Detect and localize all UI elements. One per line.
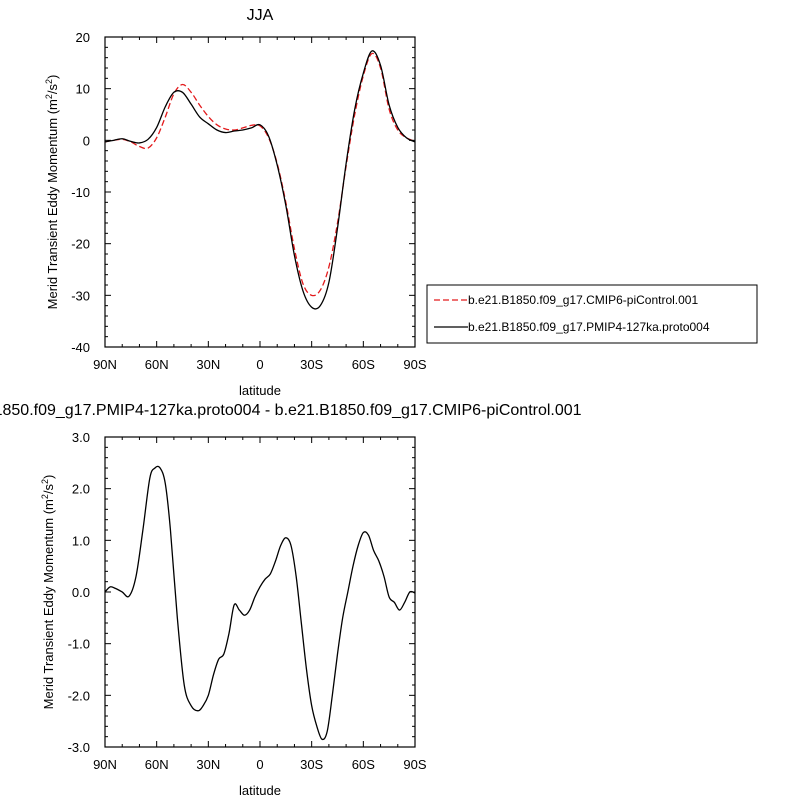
y-tick-label: -2.0 xyxy=(68,688,90,703)
y-tick-label: -20 xyxy=(71,237,90,252)
series-line-difference xyxy=(104,465,416,741)
bottom-series-lines xyxy=(104,465,416,741)
x-tick-label: 60N xyxy=(145,357,169,372)
top-y-tick-labels: -40 -30 -20 -10 0 10 20 xyxy=(71,30,90,355)
y-tick-label: -3.0 xyxy=(68,740,90,755)
top-plot-frame xyxy=(104,36,416,348)
y-tick-label: 2.0 xyxy=(72,482,90,497)
x-tick-label: 90S xyxy=(403,757,426,772)
y-tick-label: 0.0 xyxy=(72,585,90,600)
bottom-chart-title: b.e21.B1850.f09_g17.PMIP4-127ka.proto004… xyxy=(0,402,582,419)
x-tick-label: 0 xyxy=(256,357,263,372)
x-tick-label: 60S xyxy=(352,357,375,372)
top-y-axis-label: Merid Transient Eddy Momentum (m2/s2) xyxy=(44,75,60,310)
top-x-axis-label: latitude xyxy=(239,383,281,398)
bottom-x-axis-label: latitude xyxy=(239,783,281,798)
series-line-127ka xyxy=(104,50,416,310)
bottom-plot-frame xyxy=(104,436,416,748)
top-panel: JJA 90N 60N 30N 0 30S 60S 90S -40 -30 -20 -10 0 10 2… xyxy=(44,7,758,398)
x-tick-label: 60S xyxy=(352,757,375,772)
bottom-axis-ticks xyxy=(104,436,416,748)
bottom-x-tick-labels: 90N 60N 30N 0 30S 60S 90S xyxy=(93,757,427,772)
x-tick-label: 60N xyxy=(145,757,169,772)
legend-label-picontrol: b.e21.B1850.f09_g17.CMIP6-piControl.001 xyxy=(468,293,698,307)
series-line-picontrol xyxy=(104,52,416,297)
y-tick-label: 0 xyxy=(83,133,90,148)
y-tick-label: 3.0 xyxy=(72,430,90,445)
x-tick-label: 30N xyxy=(196,757,220,772)
bottom-panel: b.e21.B1850.f09_g17.PMIP4-127ka.proto004… xyxy=(0,402,582,798)
bottom-y-tick-labels: -3.0 -2.0 -1.0 0.0 1.0 2.0 3.0 xyxy=(68,430,90,755)
x-tick-label: 30S xyxy=(300,757,323,772)
top-x-tick-labels: 90N 60N 30N 0 30S 60S 90S xyxy=(93,357,427,372)
legend: b.e21.B1850.f09_g17.CMIP6-piControl.001 … xyxy=(426,284,758,344)
y-tick-label: -10 xyxy=(71,185,90,200)
y-tick-label: 20 xyxy=(76,30,90,45)
legend-box xyxy=(426,284,758,344)
top-series-lines xyxy=(104,50,416,310)
x-tick-label: 30S xyxy=(300,357,323,372)
y-tick-label: 10 xyxy=(76,82,90,97)
legend-label-127ka: b.e21.B1850.f09_g17.PMIP4-127ka.proto004 xyxy=(468,320,710,334)
bottom-y-axis-label: Merid Transient Eddy Momentum (m2/s2) xyxy=(40,475,56,710)
y-tick-label: -30 xyxy=(71,288,90,303)
top-axis-ticks xyxy=(104,36,416,348)
x-tick-label: 90S xyxy=(403,357,426,372)
top-chart-title: JJA xyxy=(247,7,274,24)
x-tick-label: 90N xyxy=(93,357,117,372)
x-tick-label: 30N xyxy=(196,357,220,372)
y-tick-label: -40 xyxy=(71,340,90,355)
x-tick-label: 0 xyxy=(256,757,263,772)
y-tick-label: 1.0 xyxy=(72,533,90,548)
y-tick-label: -1.0 xyxy=(68,637,90,652)
x-tick-label: 90N xyxy=(93,757,117,772)
